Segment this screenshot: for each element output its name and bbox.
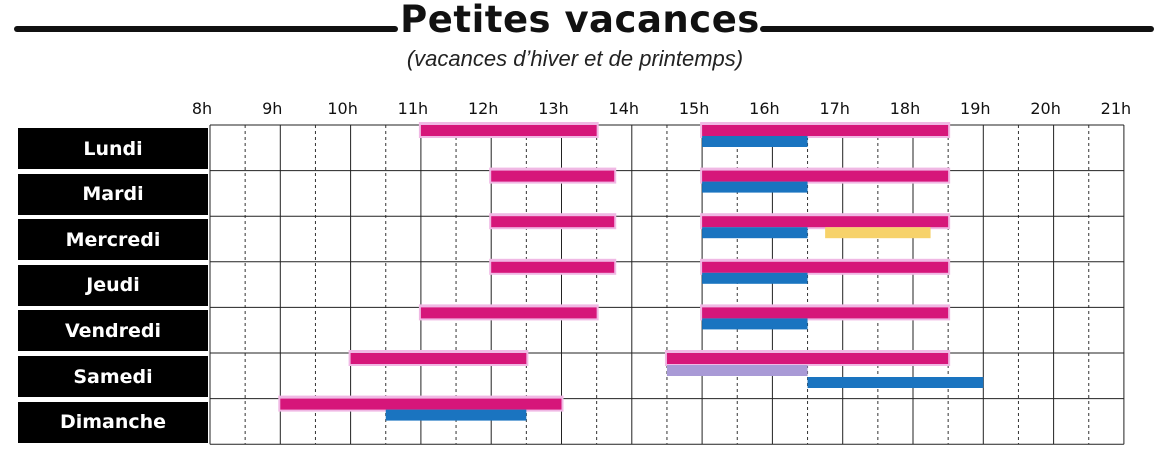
title-rule-left	[14, 26, 398, 32]
schedule-bar-blue	[702, 136, 808, 147]
schedule-bar-magenta	[491, 170, 615, 182]
day-label: Mercredi	[18, 219, 208, 261]
schedule-bar-magenta	[491, 261, 615, 273]
hour-tick-label: 16h	[749, 99, 780, 118]
schedule-bar-magenta	[280, 398, 562, 410]
schedule-bar-yellow	[825, 227, 931, 239]
title-rule-right	[760, 26, 1154, 32]
hour-tick-label: 15h	[679, 99, 710, 118]
schedule-bar-blue	[702, 272, 808, 284]
schedule-bar-magenta	[702, 261, 949, 273]
header: Petites vacances (vacances d’hiver et de…	[0, 0, 1170, 80]
schedule-bar-blue	[702, 318, 808, 330]
day-label: Jeudi	[18, 264, 208, 306]
schedule-bar-magenta	[420, 307, 597, 319]
schedule-bar-blue	[702, 227, 808, 239]
chart-title: Petites vacances	[400, 0, 760, 41]
hour-tick-label: 21h	[1101, 99, 1132, 118]
schedule-bar-magenta	[666, 353, 949, 364]
hour-tick-label: 11h	[398, 99, 429, 118]
hour-tick-label: 17h	[819, 99, 850, 118]
schedule-bar-magenta	[350, 353, 527, 364]
day-label: Dimanche	[18, 401, 208, 443]
day-label: Mardi	[18, 173, 208, 215]
hour-tick-label: 13h	[538, 99, 569, 118]
hour-tick-label: 18h	[890, 99, 921, 118]
schedule-bar-magenta	[420, 125, 597, 136]
hour-tick-label: 20h	[1030, 99, 1061, 118]
schedule-bar-lavender	[666, 365, 808, 376]
day-label: Vendredi	[18, 310, 208, 352]
hour-tick-label: 8h	[192, 99, 212, 118]
hour-tick-label: 19h	[960, 99, 991, 118]
hour-tick-label: 12h	[468, 99, 499, 118]
schedule-bar-magenta	[702, 125, 949, 136]
chart-subtitle: (vacances d’hiver et de printemps)	[406, 46, 744, 71]
schedule-bar-blue	[807, 377, 984, 388]
schedule-bar-blue	[702, 181, 808, 193]
hour-ticks: 8h 9h 10h 11h 12h 13h 14h 15h 16h 17h 18h 19h 20h 21h	[192, 99, 1131, 118]
schedule-bar-magenta	[702, 216, 949, 228]
hour-tick-label: 9h	[262, 99, 282, 118]
day-label: Samedi	[18, 356, 208, 397]
schedule-bar-blue	[385, 409, 527, 421]
schedule-bar-magenta	[702, 170, 949, 182]
day-label: Lundi	[18, 128, 208, 169]
hour-tick-label: 10h	[327, 99, 358, 118]
schedule-bar-magenta	[702, 307, 949, 319]
hour-tick-label: 14h	[609, 99, 640, 118]
schedule-bars	[278, 122, 984, 421]
schedule-bar-magenta	[491, 216, 615, 228]
